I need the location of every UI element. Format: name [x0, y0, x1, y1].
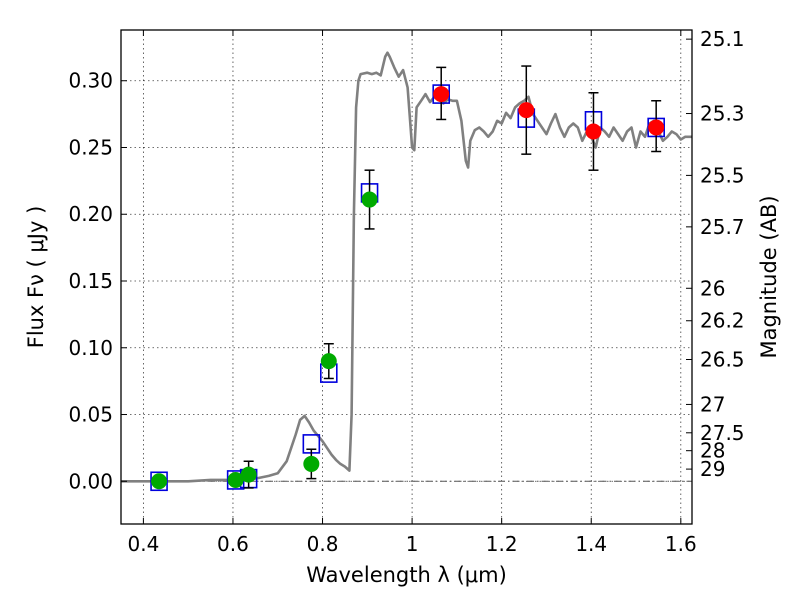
y-tick-label: 0.10: [68, 336, 113, 360]
observed-flux-point: [303, 455, 320, 472]
x-tick-label: 0.6: [217, 532, 249, 556]
observed-flux-point: [648, 119, 665, 136]
x-axis-ticks: 0.4 0.6 0.8 1 1.2 1.4 1.6: [127, 30, 697, 556]
model-spectrum-line: [121, 51, 692, 483]
y-tick-label: 0.25: [68, 135, 113, 159]
x-tick-label: 1.6: [665, 532, 697, 556]
y-tick-label: 0.20: [68, 202, 113, 226]
x-axis-label: Wavelength λ (μm): [306, 563, 507, 587]
magnitude-tick-label: 29: [700, 457, 725, 481]
model-spectrum-layer: [121, 51, 692, 483]
x-tick-label: 1.2: [486, 532, 518, 556]
magnitude-tick-label: 25.3: [700, 102, 745, 126]
x-tick-label: 0.4: [127, 532, 159, 556]
magnitude-tick-label: 25.5: [700, 163, 745, 187]
magnitude-tick-label: 28: [700, 439, 725, 463]
observed-flux-point: [361, 191, 378, 208]
magnitude-tick-label: 27: [700, 392, 725, 416]
y-tick-label: 0.05: [68, 403, 113, 427]
magnitude-tick-label: 26: [700, 276, 725, 300]
y-tick-label: 0.00: [68, 469, 113, 493]
y-axis-ticks: 0.00 0.05 0.10 0.15 0.20 0.25 0.30: [68, 69, 127, 493]
y-axis-label: Flux Fν ( μJy ): [24, 206, 48, 349]
observed-flux-point: [433, 86, 450, 103]
observed-flux-point: [585, 123, 602, 140]
x-tick-label: 1: [406, 532, 419, 556]
observed-flux-point: [320, 353, 337, 370]
magnitude-tick-label: 26.2: [700, 309, 745, 333]
magnitude-tick-label: 25.1: [700, 27, 745, 51]
observed-flux-point: [240, 466, 257, 483]
observed-flux-point: [518, 102, 535, 119]
y-tick-label: 0.30: [68, 69, 113, 93]
x-tick-label: 0.8: [307, 532, 339, 556]
x-tick-label: 1.4: [575, 532, 607, 556]
observed-points-layer: [151, 86, 665, 490]
magnitude-tick-label: 26.5: [700, 348, 745, 372]
y-tick-label: 0.15: [68, 269, 113, 293]
plot-frame: [120, 29, 693, 525]
magnitude-tick-label: 25.7: [700, 215, 745, 239]
magnitude-tick-label: 27.5: [700, 421, 745, 445]
observed-flux-point: [227, 471, 244, 488]
observed-flux-point: [151, 473, 168, 490]
magnitude-axis-label: Magnitude (AB): [757, 195, 781, 358]
